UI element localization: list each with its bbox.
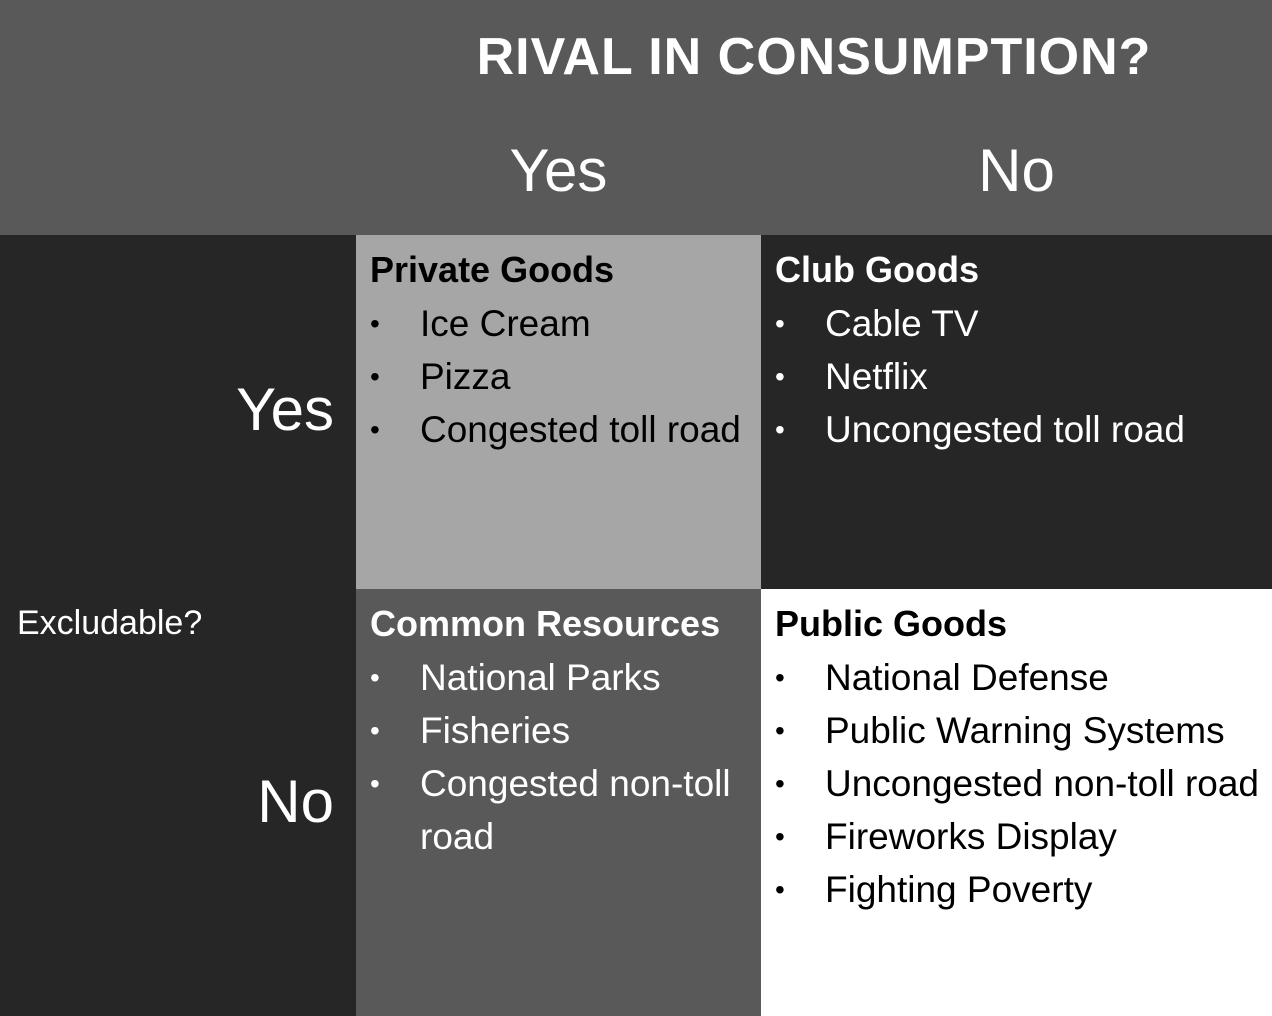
list-item: • Uncongested non-toll road xyxy=(775,757,1262,810)
excludable-label: Excludable? xyxy=(17,604,203,642)
list-item: • Fighting Poverty xyxy=(775,863,1262,916)
item-text: Pizza xyxy=(420,356,511,397)
list-item: • Congested toll road xyxy=(370,403,750,456)
bullet-icon: • xyxy=(370,414,380,445)
list-item: • Ice Cream xyxy=(370,297,750,350)
bullet-icon: • xyxy=(775,874,785,905)
column-header-no: No xyxy=(978,137,1055,204)
item-text: Fireworks Display xyxy=(825,816,1117,857)
row-header-no: No xyxy=(257,768,334,835)
bullet-icon: • xyxy=(370,715,380,746)
item-text: Uncongested toll road xyxy=(825,409,1185,450)
list-item: • Cable TV xyxy=(775,297,1262,350)
bullet-icon: • xyxy=(775,715,785,746)
item-text: Congested toll road xyxy=(420,409,741,450)
bullet-icon: • xyxy=(370,308,380,339)
cell-title: Club Goods xyxy=(775,249,979,290)
item-text: National Parks xyxy=(420,657,661,698)
bullet-icon: • xyxy=(775,662,785,693)
row-header-yes: Yes xyxy=(236,376,334,443)
list-item: • Uncongested toll road xyxy=(775,403,1262,456)
side-band xyxy=(0,235,356,1016)
item-text: Uncongested non-toll road xyxy=(825,763,1260,804)
list-item: • Congested non-toll road xyxy=(370,757,750,863)
matrix-title: RIVAL IN CONSUMPTION? xyxy=(476,28,1152,86)
list-item: • Fireworks Display xyxy=(775,810,1262,863)
item-text: Cable TV xyxy=(825,303,979,344)
item-list: • Cable TV • Netflix • Uncongested toll roa… xyxy=(775,297,1262,456)
list-item: • National Parks xyxy=(370,651,750,704)
bullet-icon: • xyxy=(775,361,785,392)
bullet-icon: • xyxy=(370,768,380,799)
bullet-icon: • xyxy=(775,821,785,852)
header-band: RIVAL IN CONSUMPTION? Yes No xyxy=(0,0,1272,235)
item-text: Netflix xyxy=(825,356,928,397)
list-item: • Pizza xyxy=(370,350,750,403)
cell-title: Public Goods xyxy=(775,603,1008,644)
item-text: National Defense xyxy=(825,657,1109,698)
item-list: • National Parks • Fisheries • Congested no… xyxy=(370,651,751,863)
list-item: • Public Warning Systems xyxy=(775,704,1262,757)
bullet-icon: • xyxy=(775,308,785,339)
bullet-icon: • xyxy=(775,768,785,799)
cell-private-goods: Private Goods • Ice Cream • Pizza • Congest… xyxy=(356,235,761,589)
cell-title: Private Goods xyxy=(370,249,615,290)
cell-public-goods: Public Goods • National Defense • Public W… xyxy=(761,589,1272,1016)
bullet-icon: • xyxy=(775,414,785,445)
item-text: Fisheries xyxy=(420,710,571,751)
item-text: Ice Cream xyxy=(420,303,591,344)
cell-title: Common Resources xyxy=(370,603,721,644)
column-header-yes: Yes xyxy=(509,137,608,204)
cell-club-goods: Club Goods • Cable TV • Netflix • Uncongest… xyxy=(761,235,1272,589)
item-list: • National Defense • Public Warning System… xyxy=(775,651,1262,916)
list-item: • Netflix xyxy=(775,350,1262,403)
item-text: Congested non-toll road xyxy=(420,763,731,857)
bullet-icon: • xyxy=(370,361,380,392)
list-item: • Fisheries xyxy=(370,704,750,757)
bullet-icon: • xyxy=(370,662,380,693)
item-list: • Ice Cream • Pizza • Congested toll road xyxy=(370,297,751,456)
item-text: Public Warning Systems xyxy=(825,710,1225,751)
cell-common-resources: Common Resources • National Parks • Fisher… xyxy=(356,589,761,1016)
list-item: • National Defense xyxy=(775,651,1262,704)
item-text: Fighting Poverty xyxy=(825,869,1093,910)
